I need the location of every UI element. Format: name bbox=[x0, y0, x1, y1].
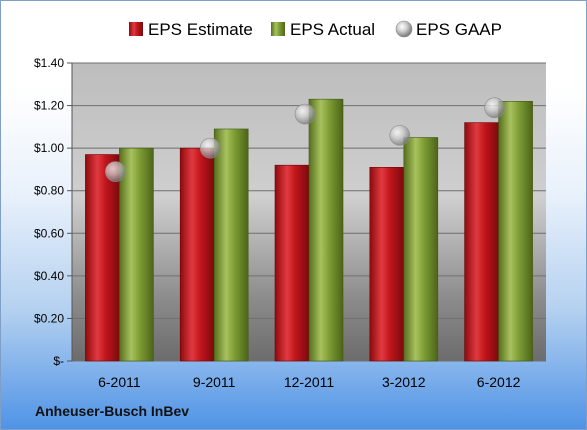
y-axis-ticks: $- $0.20 $0.40 $0.60 $0.80 $1.00 $1.20 $1.40 bbox=[34, 56, 64, 368]
eps-gaap-marker bbox=[105, 161, 126, 182]
eps-gaap-marker bbox=[484, 97, 505, 118]
bars bbox=[85, 98, 533, 362]
y-tick-label: $0.60 bbox=[34, 226, 64, 240]
gaap-markers bbox=[105, 97, 505, 182]
eps-estimate-bar bbox=[369, 167, 405, 362]
eps-estimate-bar bbox=[464, 122, 499, 362]
y-tick-label: $0.80 bbox=[34, 184, 64, 198]
eps-actual-bar bbox=[498, 101, 533, 362]
legend-label: EPS Actual bbox=[290, 20, 375, 39]
x-category-label: 12-2011 bbox=[284, 374, 335, 390]
eps-gaap-marker bbox=[199, 137, 221, 159]
x-category-label: 6-2012 bbox=[477, 374, 521, 390]
y-tick-label: $1.40 bbox=[34, 56, 64, 70]
eps-actual-bar bbox=[403, 137, 439, 362]
y-tick-label: $1.00 bbox=[34, 141, 64, 155]
legend: EPS Estimate EPS Actual EPS GAAP bbox=[129, 20, 502, 39]
x-category-label: 6-2011 bbox=[98, 374, 141, 390]
company-name: Anheuser-Busch InBev bbox=[35, 403, 190, 419]
legend-estimate-swatch bbox=[129, 22, 143, 36]
y-tick-label: $0.20 bbox=[34, 311, 64, 325]
eps-actual-bar bbox=[308, 98, 344, 362]
x-category-label: 3-2012 bbox=[382, 374, 426, 390]
legend-label: EPS Estimate bbox=[148, 20, 253, 39]
y-tick-label: $1.20 bbox=[34, 99, 64, 113]
eps-gaap-marker bbox=[389, 125, 411, 146]
eps-actual-bar bbox=[213, 128, 249, 362]
eps-estimate-bar bbox=[85, 154, 120, 362]
legend-gaap-marker bbox=[395, 20, 413, 38]
eps-gaap-marker bbox=[294, 103, 316, 125]
legend-label: EPS GAAP bbox=[416, 20, 502, 39]
x-category-label: 9-2011 bbox=[193, 374, 236, 390]
legend-actual-swatch bbox=[271, 22, 285, 36]
y-tick-label: $0.40 bbox=[34, 269, 64, 283]
x-axis-labels: 6-2011 9-2011 12-2011 3-2012 6-2012 bbox=[98, 374, 520, 390]
eps-estimate-bar bbox=[179, 147, 215, 362]
y-tick-label: $- bbox=[53, 354, 64, 368]
eps-actual-bar bbox=[119, 147, 154, 362]
eps-estimate-bar bbox=[274, 164, 310, 362]
